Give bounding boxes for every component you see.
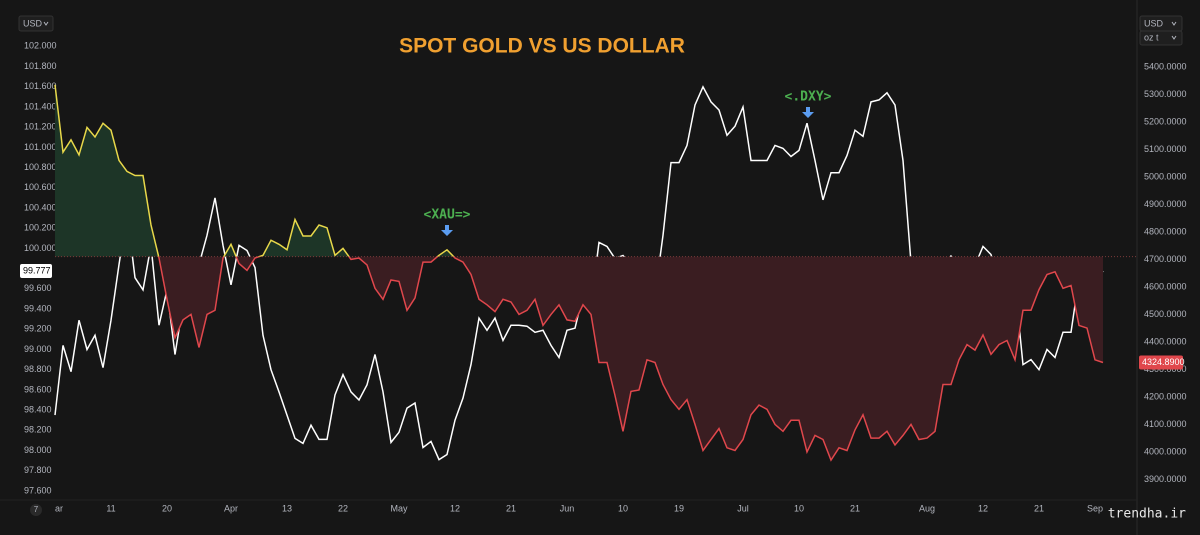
- annotation: <XAU=>: [424, 208, 471, 223]
- right-unit: USD: [1144, 18, 1164, 28]
- x-tick-label: ar: [55, 503, 63, 513]
- y-tick-label: 99.600: [24, 283, 52, 293]
- x-tick-label: 10: [794, 503, 804, 513]
- y2-tick-label: 5300.0000: [1144, 89, 1187, 99]
- price-tag-label: 99.777: [23, 265, 51, 275]
- line-below: [157, 256, 1104, 462]
- unit-box[interactable]: [1139, 30, 1183, 46]
- y-tick-label: 101.800: [24, 61, 57, 71]
- y2-tick-label: 4600.0000: [1144, 281, 1187, 291]
- chevron: [1171, 35, 1177, 40]
- area-below: [55, 256, 1103, 461]
- y2-tick-label: 4900.0000: [1144, 199, 1187, 209]
- x-tick-label: 22: [338, 503, 348, 513]
- y2-tick-label: 5200.0000: [1144, 116, 1187, 126]
- y-tick-label: 100.400: [24, 202, 57, 212]
- y-tick-label: 98.800: [24, 364, 52, 374]
- y-tick-label: 97.600: [24, 485, 52, 495]
- x-tick-label: Jul: [737, 503, 749, 513]
- x-tick-label: 10: [618, 503, 628, 513]
- y2-tick-label: 5100.0000: [1144, 144, 1187, 154]
- annotation-arrow: [441, 225, 453, 236]
- chart-title: SPOT GOLD VS US DOLLAR: [399, 35, 685, 58]
- x-tick-label: Apr: [224, 503, 238, 513]
- y2-tick-label: 4400.0000: [1144, 336, 1187, 346]
- y2-tick-label: 4000.0000: [1144, 446, 1187, 456]
- y-tick-label: 99.000: [24, 344, 52, 354]
- price-tag: [20, 263, 52, 278]
- right-measure: oz t: [1144, 32, 1159, 42]
- x-tick-label: 21: [506, 503, 516, 513]
- x-tick-label: 21: [850, 503, 860, 513]
- y2-tick-label: 4100.0000: [1144, 419, 1187, 429]
- x-tick-label: Jun: [560, 503, 575, 513]
- unit-box[interactable]: [18, 15, 54, 32]
- x-tick-label: 11: [106, 503, 115, 513]
- y-tick-label: 101.200: [24, 122, 57, 132]
- logo-text: 7: [34, 505, 39, 514]
- annotation-arrow: [802, 107, 814, 118]
- area-above: [55, 84, 454, 257]
- y-tick-label: 100.800: [24, 162, 57, 172]
- price-tag: [1139, 355, 1183, 370]
- price-tag-label: 4324.8900: [1142, 357, 1185, 367]
- y2-tick-label: 4500.0000: [1144, 309, 1187, 319]
- chevron: [1171, 21, 1177, 26]
- watermark: trendha.ir: [1108, 507, 1186, 522]
- annotation: <.DXY>: [785, 90, 832, 105]
- y-tick-label: 97.800: [24, 465, 52, 475]
- y-tick-label: 100.600: [24, 182, 57, 192]
- x-tick-label: 13: [282, 503, 292, 513]
- y-tick-label: 100.200: [24, 223, 57, 233]
- y2-tick-label: 4800.0000: [1144, 226, 1187, 236]
- y2-tick-label: 3900.0000: [1144, 474, 1187, 484]
- y-tick-label: 98.200: [24, 425, 52, 435]
- x-tick-label: 12: [978, 503, 988, 513]
- y2-tick-label: 5400.0000: [1144, 61, 1187, 71]
- y-tick-label: 101.600: [24, 81, 57, 91]
- y-tick-label: 102.000: [24, 41, 57, 51]
- x-tick-label: May: [390, 503, 408, 513]
- left-unit: USD: [23, 18, 43, 28]
- chevron: [43, 21, 49, 26]
- y2-tick-label: 4200.0000: [1144, 391, 1187, 401]
- x-tick-label: 21: [1034, 503, 1044, 513]
- y-tick-label: 98.600: [24, 384, 52, 394]
- x-tick-label: 20: [162, 503, 172, 513]
- x-tick-label: 12: [450, 503, 460, 513]
- y2-tick-label: 5000.0000: [1144, 171, 1187, 181]
- y-tick-label: 98.000: [24, 445, 52, 455]
- y-tick-label: 99.200: [24, 324, 52, 334]
- x-tick-label: Sep: [1087, 503, 1103, 513]
- y-tick-label: 98.400: [24, 404, 52, 414]
- logo[interactable]: [30, 504, 42, 516]
- y-tick-label: 100.000: [24, 243, 57, 253]
- y-tick-label: 101.000: [24, 142, 57, 152]
- y2-tick-label: 4700.0000: [1144, 254, 1187, 264]
- y-tick-label: 99.400: [24, 303, 52, 313]
- y-tick-label: 101.400: [24, 101, 57, 111]
- x-tick-label: Aug: [919, 503, 935, 513]
- x-tick-label: 19: [674, 503, 684, 513]
- line-above: [54, 84, 455, 257]
